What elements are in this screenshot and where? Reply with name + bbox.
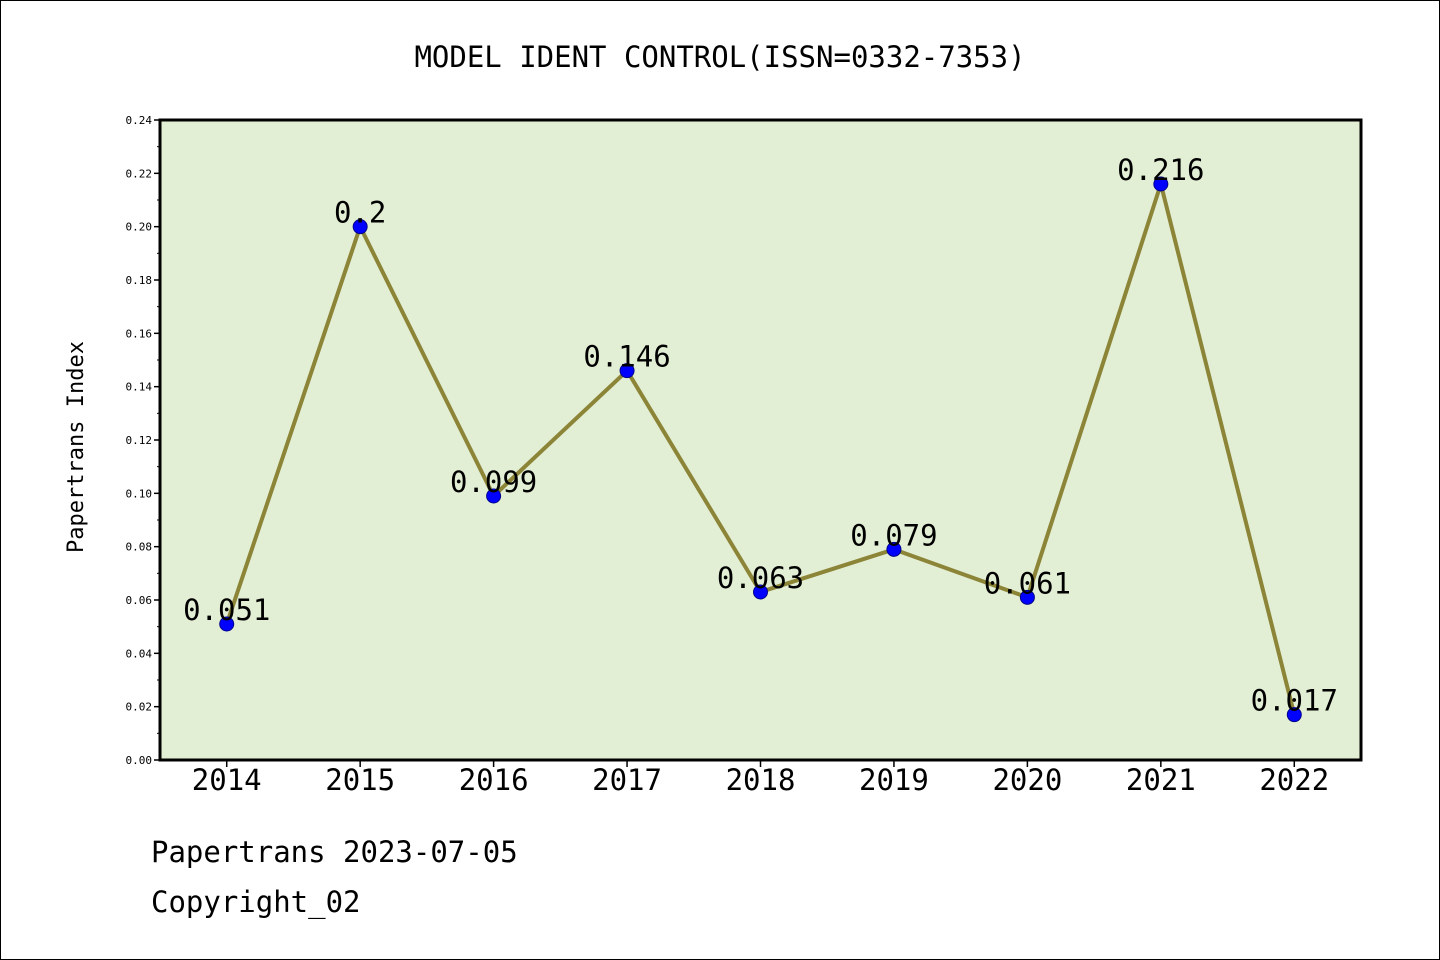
data-point: [1153, 176, 1169, 192]
data-label: 0.099: [450, 465, 537, 499]
data-point: [1019, 589, 1035, 605]
y-tick-label: 0.18: [126, 274, 153, 287]
y-tick-label: 0.20: [126, 221, 153, 234]
data-point: [219, 616, 235, 632]
footer-copyright: Copyright_02: [151, 885, 361, 919]
y-tick-label: 0.14: [126, 381, 153, 394]
data-label: 0.061: [984, 566, 1071, 600]
x-tick-label: 2022: [1259, 763, 1329, 797]
y-tick-label: 0.04: [126, 647, 153, 660]
data-label: 0.051: [183, 593, 270, 627]
data-point: [619, 363, 635, 379]
y-tick-label: 0.16: [126, 327, 153, 340]
y-tick-label: 0.12: [126, 434, 153, 447]
y-tick-label: 0.24: [126, 114, 153, 127]
chart-title: MODEL IDENT CONTROL(ISSN=0332-7353): [414, 40, 1025, 74]
x-tick-label: 2015: [325, 763, 395, 797]
data-label: 0.146: [583, 340, 670, 374]
x-tick-label: 2014: [192, 763, 262, 797]
y-tick-label: 0.10: [126, 487, 153, 500]
data-labels: 0.051 0.2 0.099 0.146 0.063 0.079 0.061 0.216 0.…: [183, 153, 1338, 718]
series-0: [219, 176, 1302, 723]
y-tick-label: 0.02: [126, 701, 153, 714]
x-tick-label: 2017: [592, 763, 662, 797]
x-tick-label: 2021: [1126, 763, 1196, 797]
data-label: 0.079: [850, 518, 937, 552]
x-tick-label: 2018: [726, 763, 796, 797]
y-tick-label: 0.06: [126, 594, 153, 607]
data-point: [352, 219, 368, 235]
x-tick-label: 2019: [859, 763, 929, 797]
y-tick-label: 0.00: [126, 754, 153, 767]
y-axis-label: Papertrans Index: [64, 341, 89, 553]
data-point: [753, 584, 768, 600]
x-tick-label: 2016: [459, 763, 529, 797]
y-tick-label: 0.22: [126, 167, 153, 180]
y-axis: 0.00 0.02 0.04 0.06 0.08 0.10 0.12 0.14 0.16 0.18…: [126, 114, 160, 767]
y-tick-label: 0.08: [126, 541, 153, 554]
data-label: 0.063: [717, 561, 804, 595]
data-point: [1286, 707, 1302, 723]
footer-date: Papertrans 2023-07-05: [151, 835, 518, 869]
data-label: 0.2: [334, 196, 386, 230]
data-point: [886, 541, 902, 557]
x-tick-label: 2020: [992, 763, 1062, 797]
x-axis: 2014 2015 2016 2017 2018 2019 2020 2021 2022: [192, 760, 1329, 797]
data-label: 0.216: [1117, 153, 1204, 187]
data-point: [486, 488, 502, 504]
data-label: 0.017: [1251, 684, 1338, 718]
